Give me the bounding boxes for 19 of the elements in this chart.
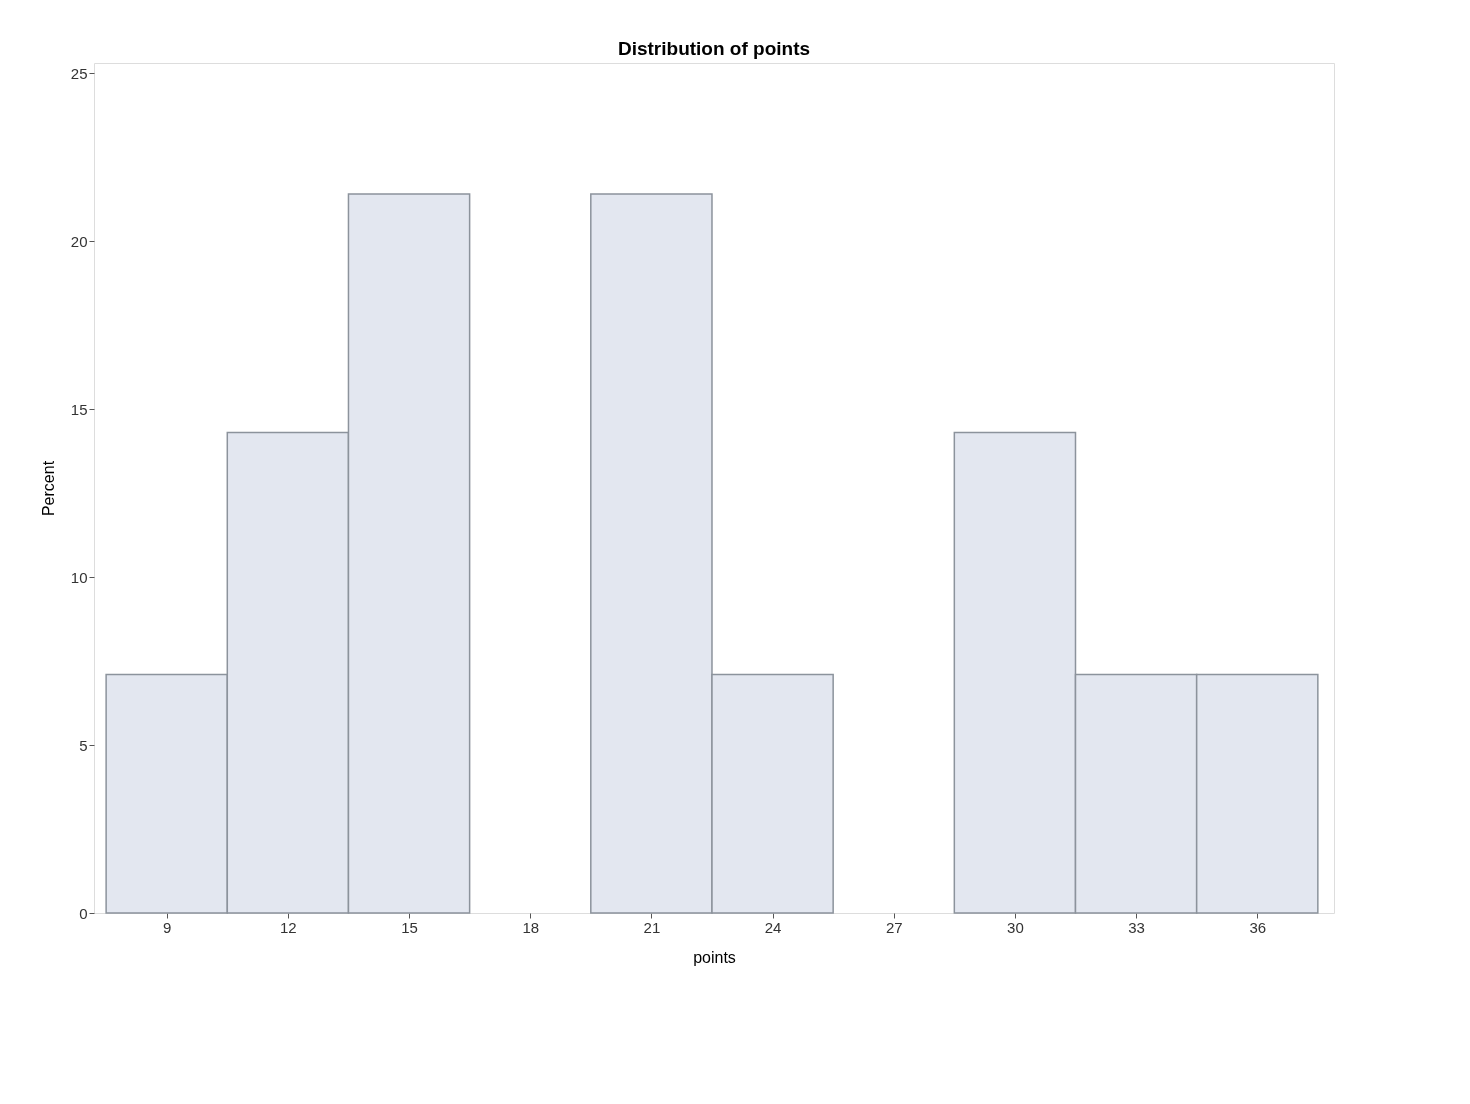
y-tick-label: 5 <box>79 736 88 754</box>
x-tick-label: 12 <box>280 918 297 936</box>
x-tick-label: 27 <box>885 918 903 936</box>
y-tick-label: 25 <box>70 64 88 82</box>
y-axis-title: Percent <box>39 460 57 517</box>
y-tick-label: 20 <box>70 232 88 250</box>
x-tick-label: 18 <box>522 918 540 936</box>
y-tick-label: 15 <box>70 400 88 418</box>
y-tick-label: 0 <box>79 904 88 922</box>
x-tick-label: 21 <box>643 918 661 936</box>
x-tick-label: 15 <box>401 918 418 936</box>
x-tick-label: 36 <box>1249 918 1267 936</box>
x-tick-label: 30 <box>1007 918 1024 936</box>
y-tick-label: 10 <box>70 568 88 586</box>
x-axis-title: points <box>693 948 736 966</box>
x-tick-label: 33 <box>1128 918 1145 936</box>
x-tick-label: 9 <box>163 918 172 936</box>
chart-title: Distribution of points <box>617 38 811 59</box>
x-tick-label: 24 <box>764 918 782 936</box>
